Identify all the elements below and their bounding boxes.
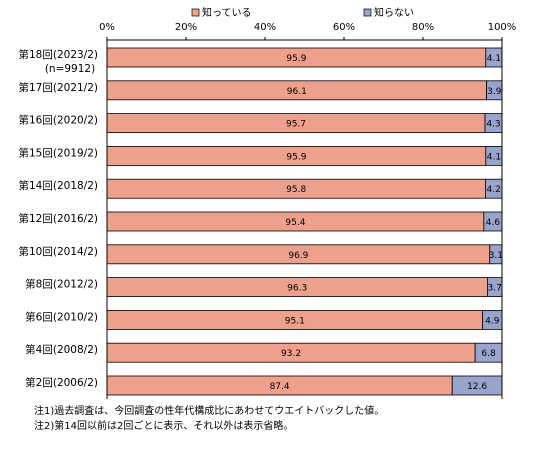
data-label: 96.3: [287, 284, 307, 294]
x-tick-label: 20%: [175, 22, 197, 33]
category-label: 第12回(2016/2): [19, 212, 99, 225]
data-label: 95.8: [286, 185, 306, 195]
data-label: 95.9: [286, 152, 306, 162]
category-label: 第18回(2023/2): [19, 48, 99, 61]
data-label: 96.9: [288, 251, 308, 261]
footnote-1: 注1)過去調査は、今回調査の性年代構成比にあわせてウエイトバックした値。: [34, 406, 385, 417]
category-label: 第15回(2019/2): [19, 146, 99, 159]
x-tick-label: 100%: [488, 22, 517, 33]
data-label: 12.6: [467, 382, 487, 392]
data-label: 96.1: [287, 87, 307, 97]
footnotes: 注1)過去調査は、今回調査の性年代構成比にあわせてウエイトバックした値。 注2)…: [34, 404, 384, 434]
data-label: 95.7: [286, 120, 306, 130]
stacked-bar-chart: 知っている 知らない 0% 20% 40% 60% 80% 100% 95.9 4.1 第18回(2…: [19, 6, 517, 399]
data-label: 95.9: [286, 54, 306, 64]
data-label: 4.6: [486, 218, 501, 228]
footnote-2: 注2)第14回以前は2回ごとに表示、それ以外は表示省略。: [34, 421, 294, 432]
category-label: 第6回(2010/2): [25, 310, 98, 323]
legend-swatch: [191, 8, 200, 17]
data-label: 4.3: [486, 120, 500, 130]
legend-label: 知らない: [374, 6, 414, 19]
category-label: 第16回(2020/2): [19, 114, 99, 127]
data-label: 3.1: [489, 251, 503, 261]
x-tick-label: 60%: [333, 22, 355, 33]
category-label: 第17回(2021/2): [19, 81, 99, 94]
legend-label: 知っている: [202, 6, 252, 19]
category-label: 第8回(2012/2): [25, 278, 98, 291]
data-label: 6.8: [481, 349, 496, 359]
data-label: 95.4: [285, 218, 305, 228]
data-label: 3.7: [488, 284, 502, 294]
x-tick-label: 80%: [412, 22, 434, 33]
data-label: 3.9: [487, 87, 502, 97]
x-tick-label: 40%: [254, 22, 276, 33]
data-label: 4.9: [485, 316, 500, 326]
legend-swatch: [363, 8, 372, 17]
data-label: 4.1: [487, 54, 501, 64]
category-sublabel: (n=9912): [45, 63, 95, 75]
category-label: 第10回(2014/2): [19, 245, 99, 258]
category-label: 第14回(2018/2): [19, 179, 99, 192]
data-label: 95.1: [285, 316, 305, 326]
category-label: 第2回(2006/2): [25, 376, 98, 389]
x-tick-label: 0%: [99, 22, 115, 33]
data-label: 4.1: [487, 152, 501, 162]
data-label: 87.4: [270, 382, 290, 392]
data-label: 93.2: [281, 349, 301, 359]
data-label: 4.2: [487, 185, 501, 195]
category-label: 第4回(2008/2): [25, 343, 98, 356]
